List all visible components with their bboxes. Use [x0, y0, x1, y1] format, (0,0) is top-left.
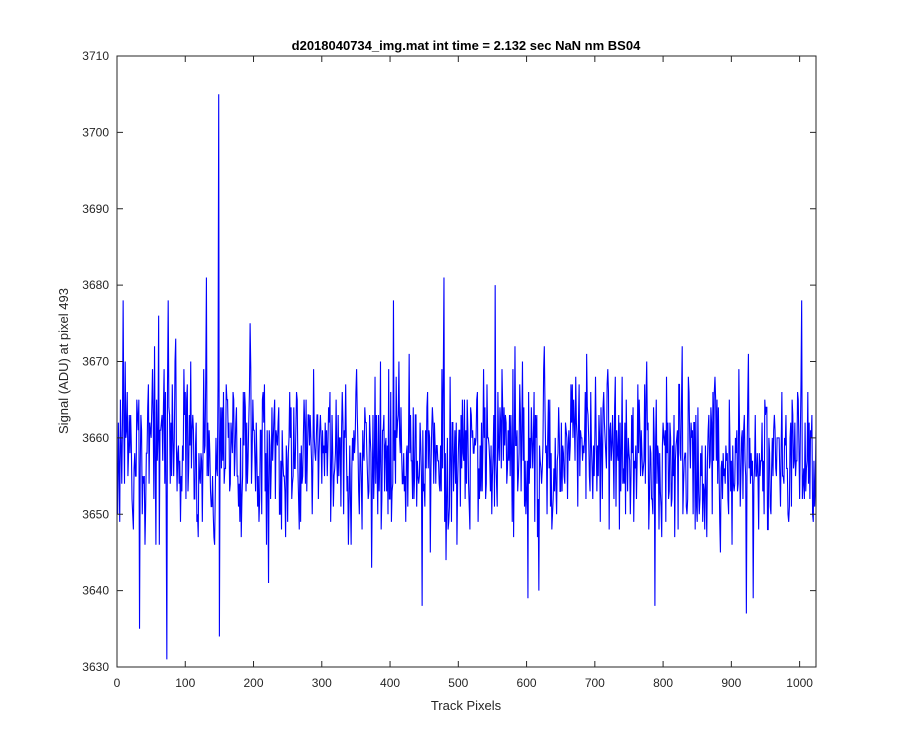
x-tick-label: 700: [585, 676, 605, 690]
x-tick-label: 200: [244, 676, 264, 690]
y-axis-label: Signal (ADU) at pixel 493: [56, 288, 71, 434]
y-tick-label: 3680: [82, 278, 109, 292]
x-axis-ticks: 0 100 200 300 400 500 600 700 800 900 1000: [114, 56, 813, 690]
x-axis-label: Track Pixels: [431, 698, 502, 713]
x-tick-label: 900: [721, 676, 741, 690]
x-tick-label: 100: [175, 676, 195, 690]
axes-background: [117, 56, 816, 667]
x-tick-label: 300: [312, 676, 332, 690]
x-tick-label: 500: [448, 676, 468, 690]
y-tick-label: 3640: [82, 584, 109, 598]
y-tick-label: 3630: [82, 660, 109, 674]
x-tick-label: 800: [653, 676, 673, 690]
y-tick-label: 3710: [82, 49, 109, 63]
x-tick-label: 1000: [786, 676, 813, 690]
y-tick-label: 3660: [82, 431, 109, 445]
y-tick-label: 3700: [82, 125, 109, 139]
y-axis-ticks: 3630 3640 3650 3660 3670 3680 3690 3700 3710: [82, 49, 816, 674]
y-tick-label: 3690: [82, 202, 109, 216]
data-series-line: [117, 94, 816, 660]
x-tick-label: 400: [380, 676, 400, 690]
y-tick-label: 3650: [82, 507, 109, 521]
chart-title: d2018040734_img.mat int time = 2.132 sec…: [292, 38, 641, 53]
x-tick-label: 0: [114, 676, 121, 690]
x-tick-label: 600: [517, 676, 537, 690]
y-tick-label: 3670: [82, 355, 109, 369]
plot-area: 0 100 200 300 400 500 600 700 800 900 1000 3630 364…: [82, 49, 817, 690]
